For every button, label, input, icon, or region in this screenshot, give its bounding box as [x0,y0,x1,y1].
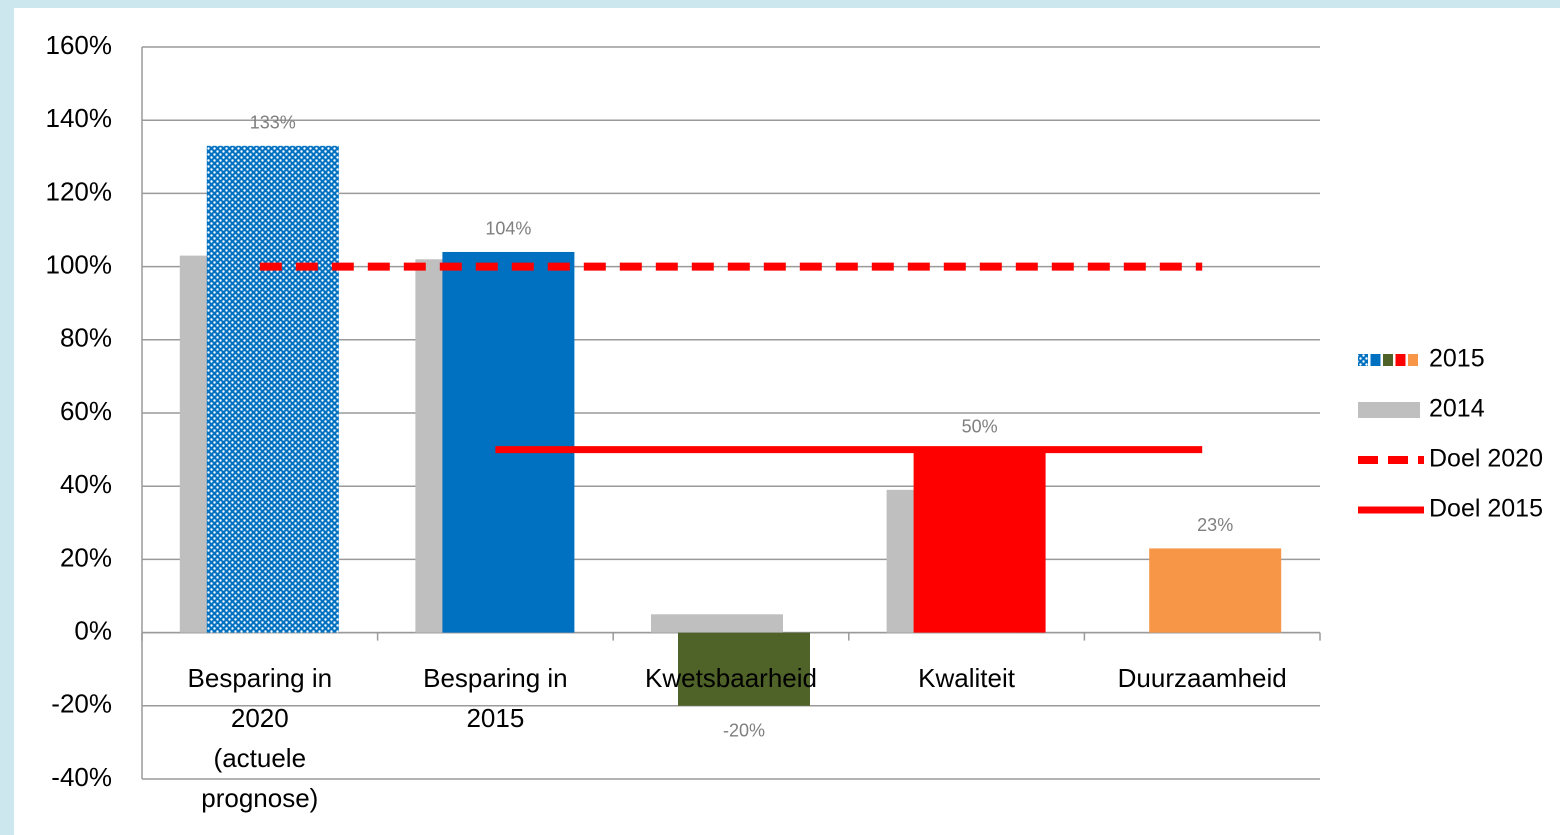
bar [442,251,575,633]
y-tick-label: 40% [60,469,112,499]
data-label: -20% [723,721,765,741]
legend-swatch [1358,402,1420,418]
bar [1149,548,1282,633]
y-tick-label: 100% [46,249,113,279]
x-tick-label-text: Duurzaamheid [1117,663,1287,693]
x-tick-label-text: Besparing in 2015 [423,663,568,733]
legend-swatch [1358,354,1368,366]
x-tick-label: Duurzaamheid [1118,658,1287,698]
y-tick-label: 140% [46,103,113,133]
legend-swatch [1395,354,1406,366]
x-tick-label: Besparing in 2015 [420,658,570,738]
y-tick-label: 120% [46,176,113,206]
legend-label: 2015 [1429,345,1485,373]
x-tick-label-text: Kwaliteit [918,663,1015,693]
y-tick-label: 60% [60,396,112,426]
y-tick-label: 20% [60,542,112,572]
y-tick-label: 160% [46,30,113,60]
data-label: 133% [250,113,296,133]
legend-label: Doel 2020 [1429,445,1543,473]
legend-swatch [1370,354,1381,366]
legend-label: Doel 2015 [1429,495,1543,523]
bar [678,632,810,706]
x-tick-label: Kwaliteit [892,658,1042,698]
x-tick-label-text: Kwetsbaarheid [645,663,817,693]
legend-swatch [1383,354,1393,366]
data-label: 23% [1197,515,1233,535]
legend-label: 2014 [1429,395,1485,423]
x-tick-label: Besparing in 2020 (actuele prognose) [185,658,335,818]
bar [913,449,1046,633]
y-tick-label: 0% [74,615,112,645]
x-tick-label: Kwetsbaarheid [645,658,817,698]
data-label: 104% [485,219,531,239]
y-tick-label: 80% [60,323,112,353]
bar [651,614,783,633]
x-tick-label-text: Besparing in 2020 (actuele prognose) [187,663,333,813]
y-tick-label: -20% [51,689,112,719]
data-label: 50% [962,416,998,436]
y-tick-label: -40% [51,762,112,792]
legend-swatch [1408,354,1418,366]
bar [206,145,339,633]
